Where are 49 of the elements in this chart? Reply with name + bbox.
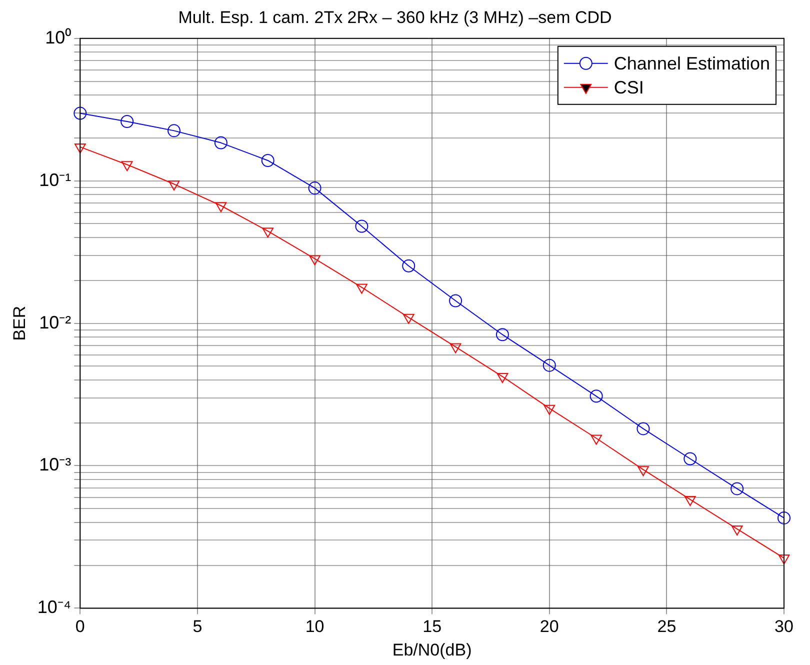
point xyxy=(214,136,228,150)
point xyxy=(638,466,649,476)
point xyxy=(778,554,790,565)
point xyxy=(684,496,696,506)
y-tick-label: 10⁻⁴ xyxy=(37,597,72,618)
point xyxy=(450,343,462,354)
y-tick-label: 10⁻² xyxy=(39,312,72,332)
x-tick-label: 30 xyxy=(774,617,794,636)
chart-title: Mult. Esp. 1 cam. 2Tx 2Rx – 360 kHz (3 MHz) –sem CDD xyxy=(178,8,612,27)
point xyxy=(168,180,180,191)
point xyxy=(308,182,322,195)
point xyxy=(74,106,87,120)
x-tick-label: 0 xyxy=(75,617,85,636)
y-axis-title: BER xyxy=(10,306,29,341)
point xyxy=(544,404,556,415)
point xyxy=(355,220,368,233)
y-tick-label: 10⁻¹ xyxy=(39,170,72,190)
point xyxy=(449,294,462,308)
point xyxy=(309,255,320,266)
legend-label: Channel Estimation xyxy=(614,53,770,74)
point xyxy=(356,284,368,294)
point xyxy=(542,358,556,372)
point xyxy=(262,228,274,238)
x-tick-label: 25 xyxy=(657,617,676,636)
point xyxy=(215,202,227,212)
x-tick-label: 15 xyxy=(422,617,442,636)
point xyxy=(121,161,133,172)
point xyxy=(496,373,508,384)
point xyxy=(684,452,697,466)
point xyxy=(496,328,509,342)
point xyxy=(74,143,86,154)
x-tick-label: 5 xyxy=(192,617,202,636)
point xyxy=(590,390,603,403)
x-axis-title: Eb/N0(dB) xyxy=(392,640,472,660)
x-tick-label: 20 xyxy=(540,617,559,636)
y-tick-label: 10⁻³ xyxy=(39,454,72,475)
point xyxy=(261,154,274,167)
point xyxy=(402,259,416,272)
legend-label: CSI xyxy=(614,77,644,98)
point xyxy=(731,525,743,536)
point xyxy=(636,422,650,436)
point xyxy=(168,124,180,138)
point xyxy=(402,314,414,324)
x-tick-label: 10 xyxy=(305,617,324,636)
point xyxy=(120,115,134,128)
y-tick-label: 10⁰ xyxy=(45,27,72,48)
point xyxy=(730,482,744,496)
point xyxy=(778,511,790,524)
point xyxy=(590,434,602,445)
